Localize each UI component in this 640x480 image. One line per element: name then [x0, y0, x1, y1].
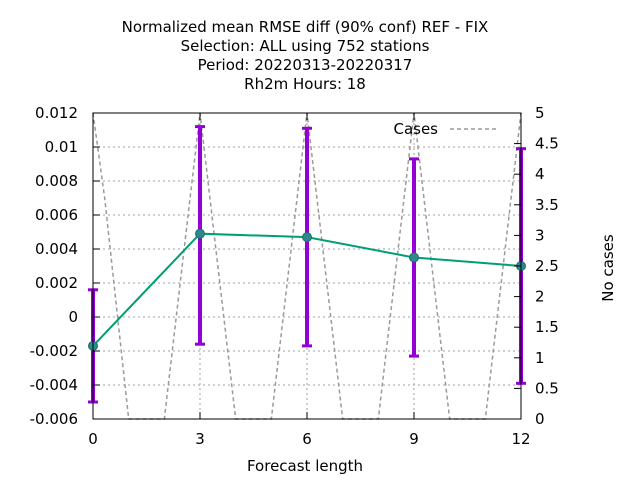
data-point — [302, 232, 312, 243]
title-line-1: Normalized mean RMSE diff (90% conf) REF… — [122, 18, 489, 36]
x-axis-label: Forecast length — [247, 457, 363, 475]
errorbar-series — [88, 125, 526, 404]
y-tick-label: 0.006 — [35, 206, 78, 224]
cases-line — [92, 112, 522, 420]
y-tick-label: 0.004 — [35, 240, 78, 258]
y2-tick-label: 0 — [535, 410, 545, 428]
axis-ticks: 0 3 6 9 12-0.006-0.004-0.00200.0020.0040.006… — [30, 104, 559, 448]
y2-tick-label: 1 — [535, 349, 545, 367]
x-tick-label: 3 — [195, 430, 205, 448]
x-tick-label: 9 — [409, 430, 419, 448]
y-tick-label: 0 — [68, 308, 78, 326]
title-line-3: Period: 20220313-20220317 — [198, 56, 413, 74]
y-tick-label: 0.01 — [45, 138, 78, 156]
y2-axis-label: No cases — [599, 234, 617, 302]
y-tick-label: 0.008 — [35, 172, 78, 190]
y2-tick-label: 4.5 — [535, 135, 559, 153]
title-line-4: Rh2m Hours: 18 — [244, 75, 366, 93]
grid — [93, 113, 521, 419]
y-tick-label: 0.002 — [35, 274, 78, 292]
data-point — [409, 252, 419, 263]
y-tick-label: -0.004 — [30, 376, 78, 394]
y2-tick-label: 3 — [535, 226, 545, 244]
y-tick-label: 0.012 — [35, 104, 78, 122]
y2-tick-label: 3.5 — [535, 196, 559, 214]
legend-label-cases: Cases — [393, 120, 438, 138]
x-tick-label: 6 — [302, 430, 312, 448]
cases-series — [92, 112, 522, 420]
data-point — [195, 228, 205, 239]
title-line-2: Selection: ALL using 752 stations — [181, 37, 430, 55]
y2-tick-label: 0.5 — [535, 379, 559, 397]
y2-tick-label: 4 — [535, 165, 545, 183]
y2-tick-label: 2 — [535, 288, 545, 306]
y-tick-label: -0.006 — [30, 410, 78, 428]
x-tick-label: 0 — [88, 430, 98, 448]
legend: Cases — [393, 120, 496, 138]
y2-tick-label: 2.5 — [535, 257, 559, 275]
chart-title: Normalized mean RMSE diff (90% conf) REF… — [122, 18, 489, 93]
y-tick-label: -0.002 — [30, 342, 78, 360]
y2-tick-label: 5 — [535, 104, 545, 122]
x-tick-label: 12 — [511, 430, 530, 448]
y2-tick-label: 1.5 — [535, 318, 559, 336]
